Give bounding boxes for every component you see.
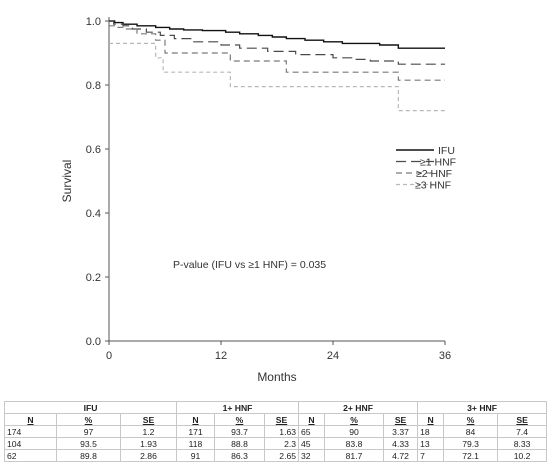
table-cell: 174	[4, 425, 57, 438]
table-row: 104 93.5 1.93 118 88.8 2.3 45 83.8 4.33 …	[4, 437, 548, 450]
x-tick-label: 24	[327, 350, 339, 362]
table-cell: 4.72	[383, 449, 419, 462]
table-cell: 62	[4, 449, 57, 462]
x-tick-label: 12	[215, 350, 227, 362]
column-header: %	[56, 413, 121, 426]
table-cell: 7	[417, 449, 445, 462]
number-at-risk-table: IFU 1+ HNF 2+ HNF 3+ HNF N % SE N % SE N…	[4, 401, 548, 462]
column-header: SE	[263, 413, 300, 426]
y-tick-label: 0.6	[86, 144, 101, 156]
chart-axes: 0.0 0.2 0.4 0.6 0.8 1.0 0 12 24 36	[86, 16, 451, 362]
table-cell: 2.65	[263, 449, 300, 462]
table-cell: 118	[176, 437, 215, 450]
x-tick-label: 36	[439, 350, 451, 362]
table-cell: 84	[443, 425, 499, 438]
column-header: N	[4, 413, 57, 426]
table-cell: 93.7	[214, 425, 265, 438]
y-tick-label: 0.8	[86, 80, 101, 92]
table-group-header: IFU	[4, 401, 177, 414]
table-cell: 2.3	[263, 437, 300, 450]
legend-label: IFU	[438, 145, 455, 157]
survival-chart: 0.0 0.2 0.4 0.6 0.8 1.0 0 12 24 36 IFU≥1 HNF≥2 HN…	[60, 16, 456, 384]
column-header: %	[324, 413, 385, 426]
table-cell: 65	[298, 425, 326, 438]
table-cell: 90	[324, 425, 385, 438]
table-cell: 86.3	[214, 449, 265, 462]
column-header: %	[443, 413, 499, 426]
y-tick-label: 0.2	[86, 272, 101, 284]
legend-label: ≥2 HNF	[416, 168, 452, 180]
column-header: N	[298, 413, 326, 426]
chart-series	[109, 20, 445, 112]
table-group-header: 3+ HNF	[417, 401, 548, 414]
table-cell: 2.86	[120, 449, 177, 462]
table-subheader-row: N % SE N % SE N % SE N % SE	[4, 413, 548, 426]
x-axis-label: Months	[257, 370, 296, 384]
table-group-header-row: IFU 1+ HNF 2+ HNF 3+ HNF	[4, 401, 548, 414]
y-axis-label: Survival	[60, 160, 74, 203]
table-group-header: 1+ HNF	[175, 401, 300, 414]
table-cell: 18	[417, 425, 445, 438]
table-cell: 1.63	[263, 425, 300, 438]
table-cell: 79.3	[443, 437, 499, 450]
p-value-annotation: P-value (IFU vs ≥1 HNF) = 0.035	[173, 259, 326, 271]
table-row: 174 97 1.2 171 93.7 1.63 65 90 3.37 18 8…	[4, 425, 548, 438]
y-tick-label: 1.0	[86, 16, 101, 28]
table-cell: 8.33	[497, 437, 548, 450]
table-cell: 88.8	[214, 437, 265, 450]
column-header: N	[417, 413, 445, 426]
table-cell: 45	[298, 437, 326, 450]
series-line	[109, 20, 445, 49]
series-line	[109, 25, 445, 81]
table-group-header: 2+ HNF	[298, 401, 419, 414]
table-cell: 72.1	[443, 449, 499, 462]
table-cell: 104	[4, 437, 57, 450]
y-tick-label: 0.0	[86, 336, 101, 348]
table-cell: 4.33	[383, 437, 419, 450]
column-header: N	[176, 413, 215, 426]
column-header: SE	[383, 413, 419, 426]
column-header: %	[214, 413, 265, 426]
legend-label: ≥1 HNF	[420, 157, 456, 169]
table-cell: 171	[176, 425, 215, 438]
column-header: SE	[120, 413, 177, 426]
table-cell: 81.7	[324, 449, 385, 462]
x-tick-label: 0	[106, 350, 112, 362]
table-cell: 89.8	[56, 449, 121, 462]
table-cell: 91	[176, 449, 215, 462]
table-row: 62 89.8 2.86 91 86.3 2.65 32 81.7 4.72 7…	[4, 449, 548, 462]
legend-label: ≥3 HNF	[415, 180, 451, 192]
table-cell: 13	[417, 437, 445, 450]
y-tick-label: 0.4	[86, 208, 101, 220]
table-cell: 3.37	[383, 425, 419, 438]
table-cell: 1.2	[120, 425, 177, 438]
table-cell: 10.2	[497, 449, 548, 462]
series-line	[109, 42, 445, 112]
table-cell: 83.8	[324, 437, 385, 450]
table-cell: 97	[56, 425, 121, 438]
table-cell: 93.5	[56, 437, 121, 450]
column-header: SE	[497, 413, 548, 426]
chart-legend: IFU≥1 HNF≥2 HNF≥3 HNF	[396, 145, 456, 192]
table-cell: 32	[298, 449, 326, 462]
table-cell: 7.4	[497, 425, 548, 438]
table-cell: 1.93	[120, 437, 177, 450]
